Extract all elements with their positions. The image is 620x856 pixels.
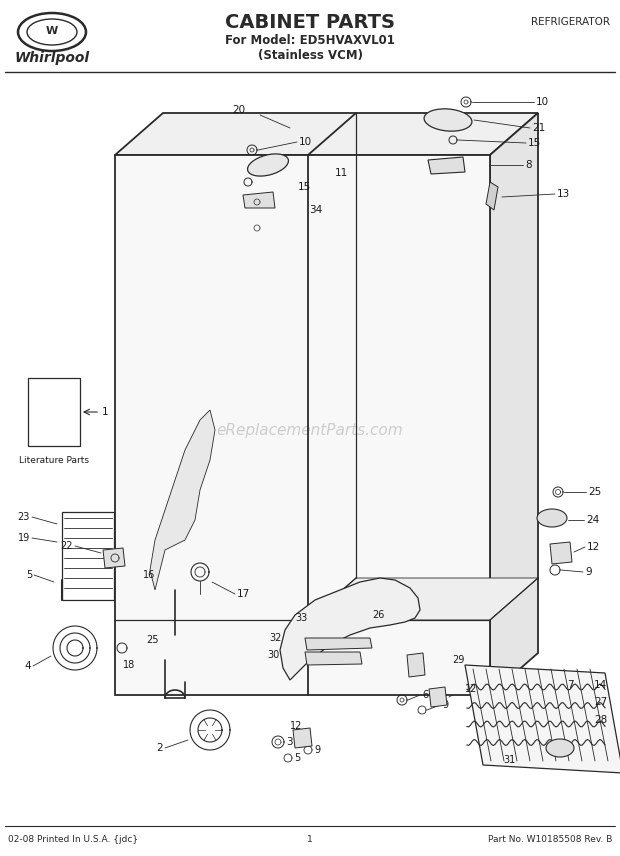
Text: 11: 11: [335, 168, 348, 178]
Text: 15: 15: [298, 182, 311, 192]
Text: (Stainless VCM): (Stainless VCM): [257, 49, 363, 62]
Text: 12: 12: [587, 542, 600, 552]
Text: 1: 1: [307, 835, 313, 845]
Text: 12: 12: [465, 684, 477, 694]
Text: Whirlpool: Whirlpool: [14, 51, 89, 65]
Polygon shape: [490, 113, 538, 695]
Polygon shape: [428, 157, 465, 174]
Polygon shape: [550, 542, 572, 564]
Text: 20: 20: [232, 105, 245, 115]
Polygon shape: [486, 182, 498, 210]
Polygon shape: [280, 578, 420, 680]
Text: 2: 2: [156, 743, 163, 753]
Polygon shape: [305, 652, 362, 665]
Text: 28: 28: [594, 715, 607, 725]
Polygon shape: [429, 687, 447, 707]
Text: 26: 26: [372, 610, 384, 620]
Text: 7: 7: [567, 680, 574, 690]
Polygon shape: [293, 728, 312, 748]
Text: 9: 9: [585, 567, 591, 577]
Text: 13: 13: [557, 189, 570, 199]
Text: 9: 9: [314, 745, 320, 755]
Text: 15: 15: [528, 138, 541, 148]
Text: 18: 18: [123, 660, 135, 670]
Text: 4: 4: [24, 661, 31, 671]
Polygon shape: [115, 113, 538, 155]
Text: 31: 31: [503, 755, 516, 765]
Text: 23: 23: [17, 512, 30, 522]
Text: Literature Parts: Literature Parts: [19, 455, 89, 465]
Text: 32: 32: [270, 633, 282, 643]
Ellipse shape: [247, 154, 288, 176]
Text: 17: 17: [237, 589, 250, 599]
Polygon shape: [115, 155, 490, 695]
Text: 29: 29: [452, 655, 464, 665]
Text: 33: 33: [296, 613, 308, 623]
Text: 24: 24: [586, 515, 600, 525]
Ellipse shape: [537, 509, 567, 527]
Text: 30: 30: [268, 650, 280, 660]
Text: 5: 5: [294, 753, 300, 763]
Text: 25: 25: [588, 487, 601, 497]
Text: 9: 9: [442, 700, 448, 710]
Polygon shape: [407, 653, 425, 677]
Polygon shape: [103, 548, 125, 568]
Text: For Model: ED5HVAXVL01: For Model: ED5HVAXVL01: [225, 33, 395, 46]
Text: 22: 22: [61, 541, 73, 551]
Polygon shape: [308, 578, 538, 620]
Text: 6: 6: [422, 690, 428, 700]
Text: 25: 25: [146, 635, 159, 645]
Text: REFRIGERATOR: REFRIGERATOR: [531, 17, 610, 27]
Text: CABINET PARTS: CABINET PARTS: [225, 13, 395, 32]
Polygon shape: [243, 192, 275, 208]
Polygon shape: [305, 638, 372, 650]
Polygon shape: [465, 665, 620, 773]
Text: 10: 10: [299, 137, 312, 147]
Text: 16: 16: [143, 570, 155, 580]
Text: Part No. W10185508 Rev. B: Part No. W10185508 Rev. B: [487, 835, 612, 845]
Text: 27: 27: [594, 697, 607, 707]
Ellipse shape: [424, 109, 472, 131]
Text: 14: 14: [594, 680, 607, 690]
Text: 19: 19: [18, 533, 30, 543]
Text: W: W: [46, 26, 58, 36]
Text: 34: 34: [309, 205, 322, 215]
Text: 3: 3: [286, 737, 293, 747]
Text: 12: 12: [290, 721, 303, 731]
Text: 8: 8: [525, 160, 531, 170]
Text: 10: 10: [536, 97, 549, 107]
Ellipse shape: [546, 739, 574, 757]
Text: 21: 21: [532, 123, 545, 133]
Text: 1: 1: [102, 407, 108, 417]
Text: 5: 5: [26, 570, 32, 580]
Text: 02-08 Printed In U.S.A. {jdc}: 02-08 Printed In U.S.A. {jdc}: [8, 835, 138, 845]
Text: eReplacementParts.com: eReplacementParts.com: [216, 423, 404, 437]
Polygon shape: [150, 410, 215, 590]
